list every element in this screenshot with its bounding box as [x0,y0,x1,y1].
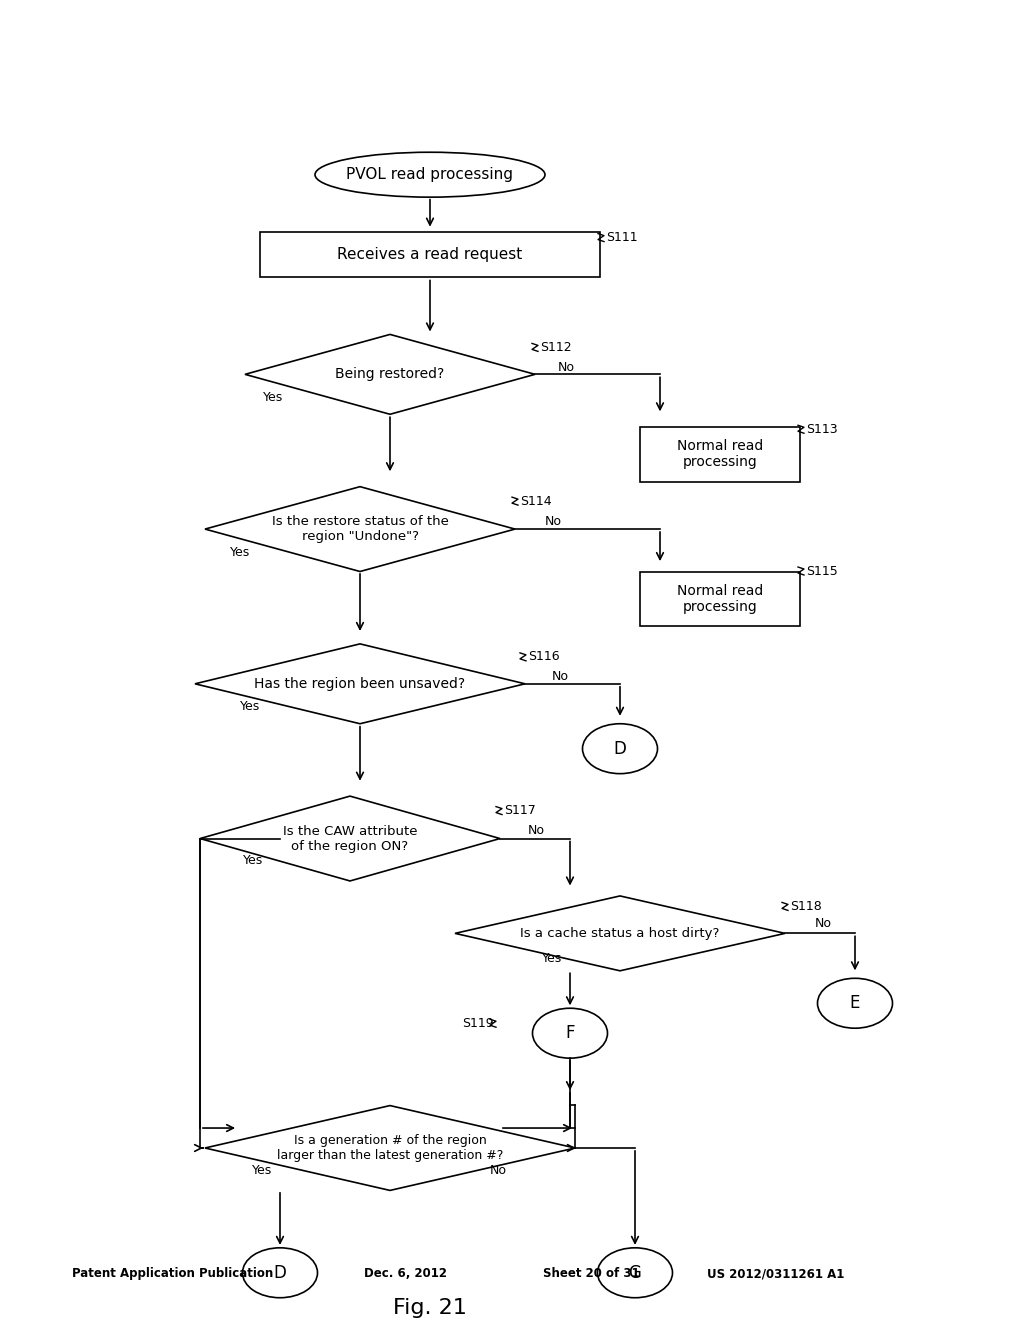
Text: D: D [613,739,627,758]
Text: No: No [552,671,569,684]
Text: PVOL read processing: PVOL read processing [346,168,513,182]
Text: Is a cache status a host dirty?: Is a cache status a host dirty? [520,927,720,940]
Text: US 2012/0311261 A1: US 2012/0311261 A1 [707,1267,844,1280]
Text: Yes: Yes [240,701,260,713]
Text: No: No [490,1164,507,1177]
Text: S117: S117 [504,804,536,817]
Text: Sheet 20 of 31: Sheet 20 of 31 [543,1267,639,1280]
Text: Yes: Yes [243,854,263,867]
Text: Yes: Yes [230,545,250,558]
Text: S112: S112 [540,341,571,354]
Text: Yes: Yes [263,391,284,404]
Text: No: No [545,515,562,528]
Text: Has the region been unsaved?: Has the region been unsaved? [254,677,466,690]
Text: Yes: Yes [252,1164,272,1177]
Text: Yes: Yes [542,952,562,965]
Text: Dec. 6, 2012: Dec. 6, 2012 [364,1267,446,1280]
Text: No: No [815,917,831,929]
Text: S111: S111 [606,231,638,244]
Text: F: F [565,1024,574,1043]
Text: Fig. 21: Fig. 21 [393,1298,467,1317]
Text: Is the CAW attribute
of the region ON?: Is the CAW attribute of the region ON? [283,825,417,853]
Text: S114: S114 [520,495,552,508]
Text: Being restored?: Being restored? [336,367,444,381]
Text: S119: S119 [462,1016,494,1030]
Text: Is a generation # of the region
larger than the latest generation #?: Is a generation # of the region larger t… [276,1134,503,1162]
Text: D: D [273,1263,287,1282]
Text: S118: S118 [790,900,821,913]
Text: No: No [558,360,575,374]
Text: Normal read
processing: Normal read processing [677,583,763,614]
Text: S113: S113 [806,422,838,436]
Text: E: E [850,994,860,1012]
Text: Normal read
processing: Normal read processing [677,440,763,470]
Text: G: G [629,1263,641,1282]
Text: No: No [528,824,545,837]
Text: Patent Application Publication: Patent Application Publication [72,1267,273,1280]
Text: Is the restore status of the
region "Undone"?: Is the restore status of the region "Und… [271,515,449,543]
Text: Receives a read request: Receives a read request [337,247,522,263]
Text: S115: S115 [806,565,838,578]
Text: S116: S116 [528,651,560,664]
